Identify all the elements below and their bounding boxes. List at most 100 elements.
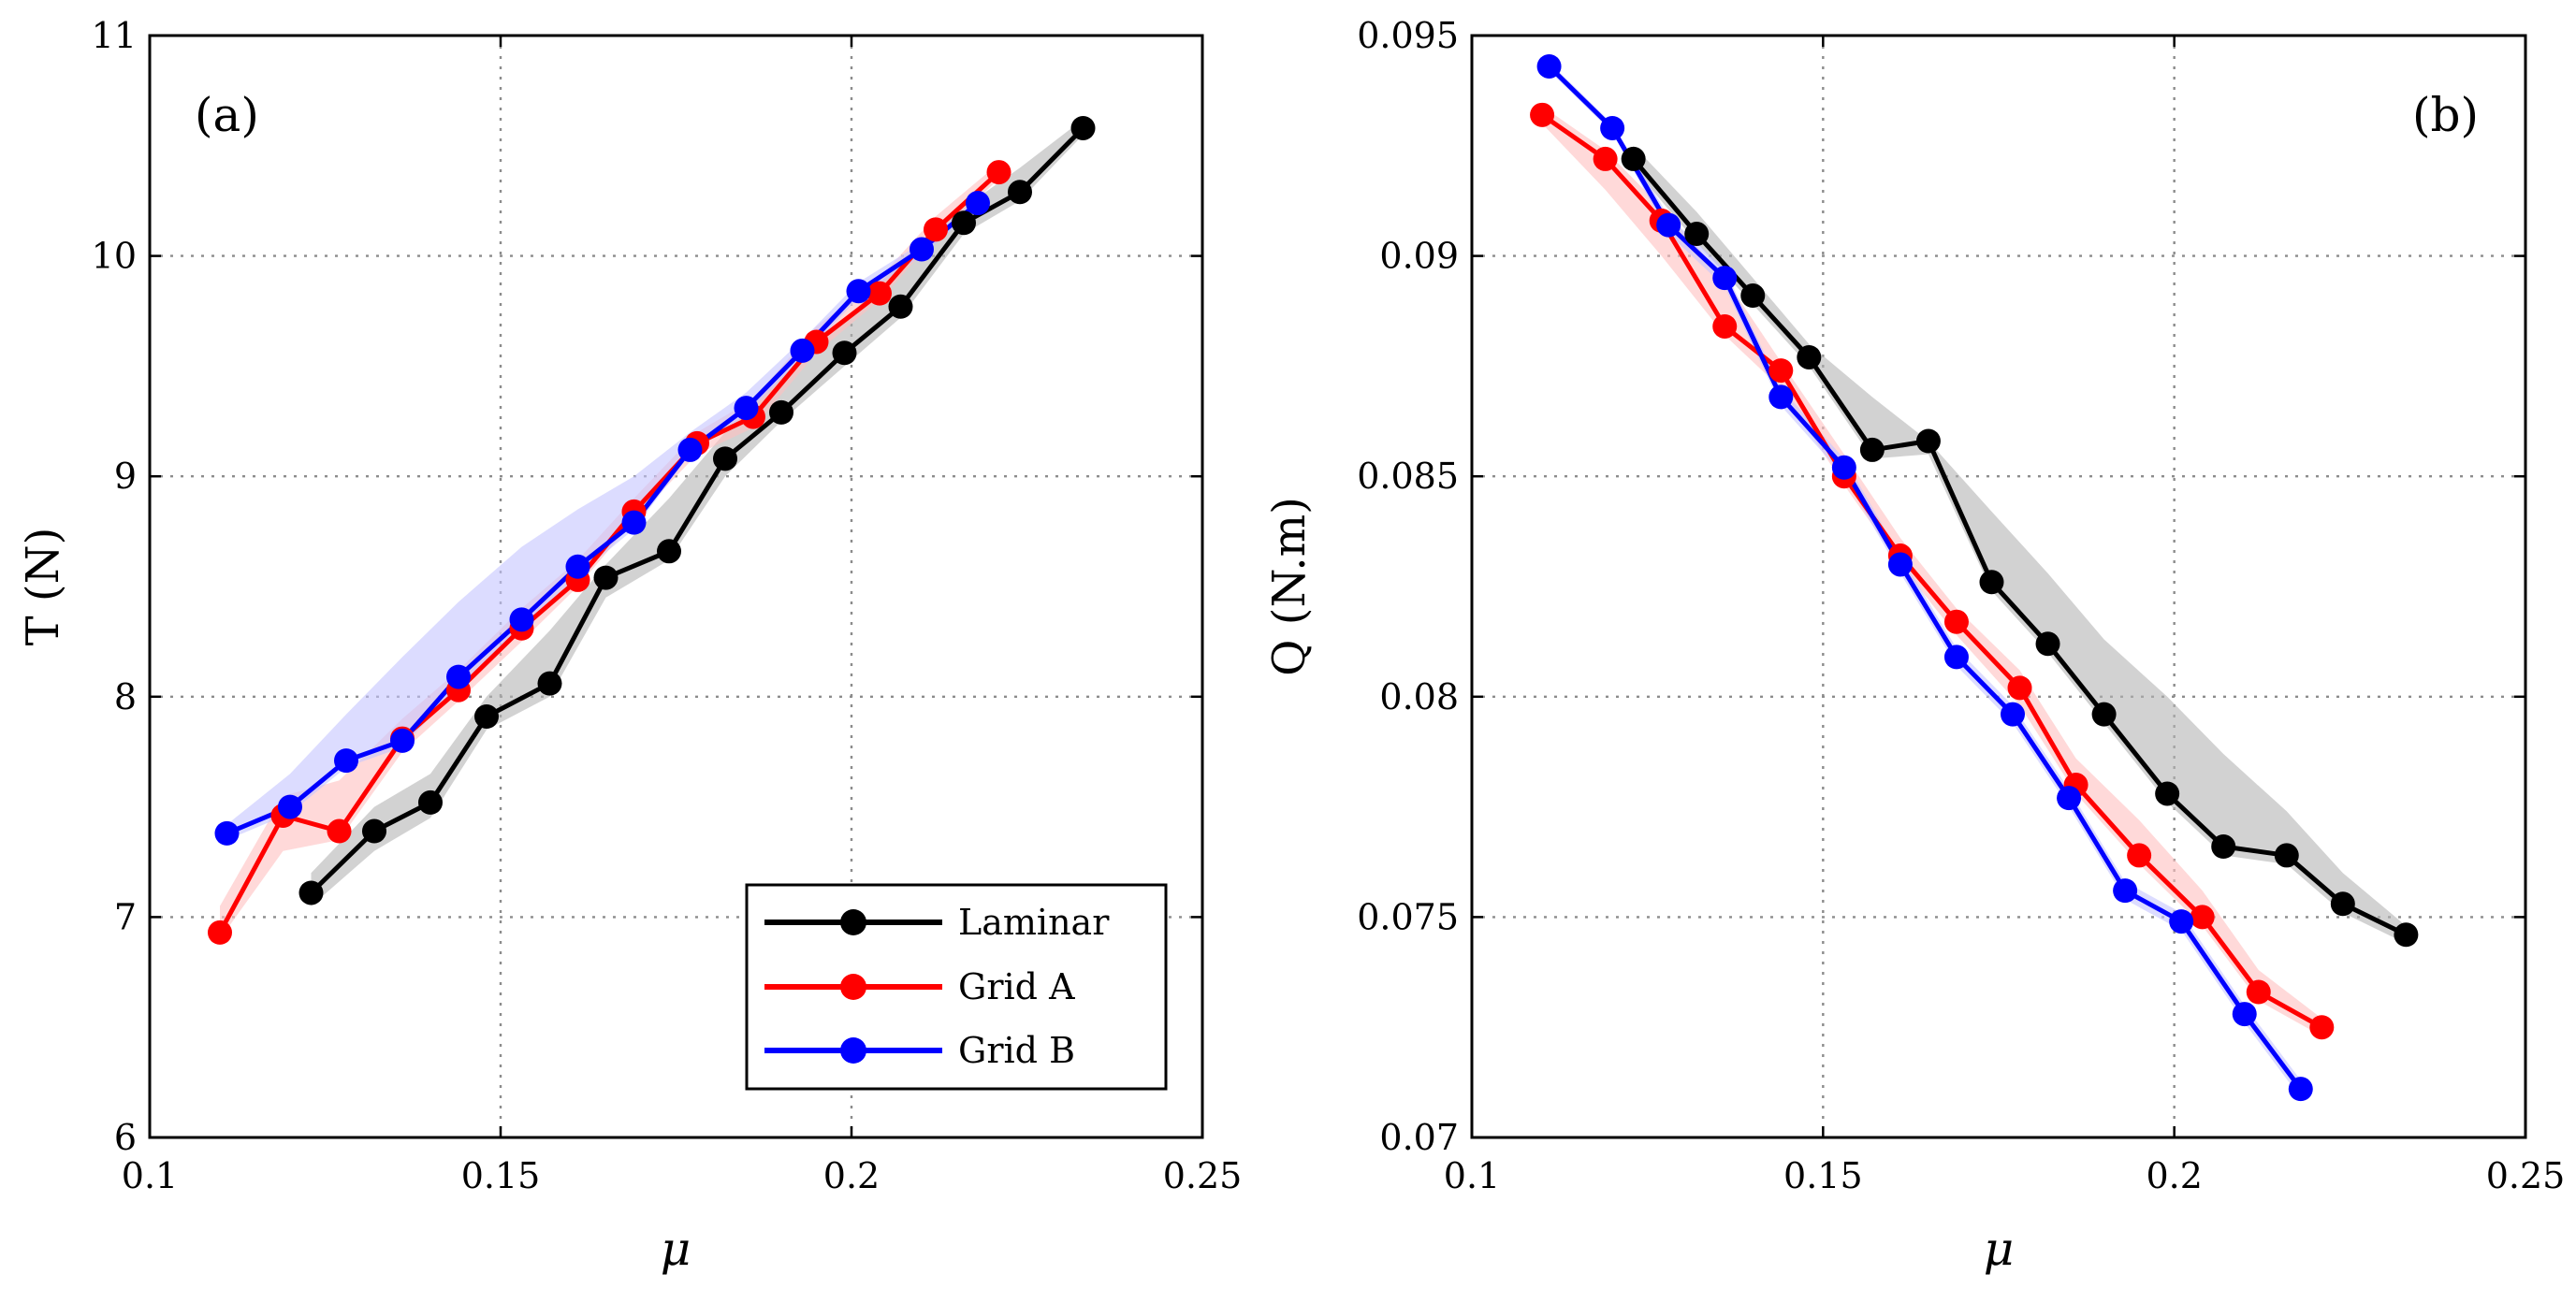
panel-b-point-grid-b	[1712, 266, 1738, 291]
panel-a-point-laminar	[832, 340, 857, 366]
panel-b-axes-box	[1470, 34, 2527, 1139]
panel-a-points	[208, 115, 1096, 945]
panel-b-x-tick-label: 0.15	[1783, 1155, 1863, 1196]
panel-b-point-laminar	[2155, 781, 2180, 806]
panel-b-y-tick-label: 0.07	[1379, 1117, 1459, 1158]
panel-a-y-tick-label: 7	[114, 896, 137, 937]
legend-marker-grid-b	[840, 1037, 866, 1064]
panel-a-y-tick-label: 9	[114, 456, 137, 497]
panel-a-label: (a)	[195, 88, 259, 142]
panel-b-point-grid-b	[1887, 552, 1913, 577]
panel-a-point-laminar	[657, 539, 681, 564]
panel-b-point-grid-a	[2190, 905, 2215, 930]
panel-a-ticks: 0.1 0.15 0.2 0.25 6 7 8 9 10 11	[92, 15, 1243, 1196]
panel-b-grid	[1472, 36, 2525, 1137]
panel-a-point-laminar	[474, 704, 499, 730]
panel-b-point-grid-b	[1831, 455, 1856, 480]
panel-a-point-laminar	[537, 671, 562, 696]
panel-b-point-grid-b	[2001, 702, 2026, 727]
panel-a-thrust-chart: 0.1 0.15 0.2 0.25 6 7 8 9 10 11 (a) μ T (N) Lamin…	[17, 15, 1242, 1276]
panel-a-y-tick-label: 8	[114, 676, 137, 717]
panel-b-point-grid-b	[1768, 384, 1794, 410]
panel-a-point-grid-b	[278, 794, 302, 819]
panel-b-point-grid-b	[2169, 909, 2194, 934]
panel-a-point-laminar	[1008, 180, 1032, 205]
panel-b-y-tick-label: 0.085	[1357, 456, 1459, 497]
panel-b-point-grid-a	[1768, 358, 1794, 384]
legend-label-grid-a: Grid A	[958, 966, 1075, 1007]
panel-b-x-axis-label: μ	[1984, 1222, 2015, 1276]
legend-marker-laminar	[840, 909, 866, 935]
panel-b-y-tick-label: 0.08	[1379, 676, 1459, 717]
panel-a-point-grid-b	[390, 728, 415, 753]
panel-b-point-grid-b	[2232, 1002, 2257, 1027]
panel-b-y-axis-label: Q (N.m)	[1263, 497, 1316, 676]
panel-b-point-grid-b	[2113, 878, 2138, 904]
panel-b-point-grid-a	[1530, 102, 1555, 127]
panel-b-point-laminar	[2091, 702, 2117, 727]
panel-b-point-grid-a	[1593, 146, 1618, 171]
panel-a-point-laminar	[888, 294, 913, 319]
legend-label-grid-b: Grid B	[958, 1030, 1075, 1071]
panel-a-point-laminar	[713, 446, 737, 471]
panel-a-point-grid-b	[565, 554, 590, 579]
panel-b-point-laminar	[2035, 631, 2060, 657]
legend-entry-grid-a: Grid A	[764, 966, 1075, 1007]
panel-a-point-grid-b	[734, 396, 759, 421]
panel-b-y-tick-label: 0.095	[1357, 15, 1459, 56]
panel-a-point-grid-b	[677, 437, 703, 462]
panel-b-points	[1530, 53, 2419, 1102]
panel-b-point-laminar	[1915, 428, 1941, 454]
panel-b-point-laminar	[2394, 922, 2419, 948]
panel-a-point-grid-a	[208, 920, 232, 945]
legend-marker-grid-a	[840, 974, 866, 1000]
panel-b-band-grid-b	[1549, 62, 2301, 1098]
panel-a-point-grid-b	[621, 510, 647, 535]
panel-a-point-laminar	[298, 880, 324, 905]
panel-a-point-grid-a	[327, 818, 352, 844]
panel-a-point-grid-b	[966, 191, 990, 216]
panel-b-point-grid-a	[2309, 1015, 2335, 1040]
panel-a-x-tick-label: 0.25	[1163, 1155, 1243, 1196]
panel-a-point-grid-b	[846, 279, 871, 304]
panel-b-x-tick-label: 0.2	[2146, 1155, 2202, 1196]
panel-b-point-laminar	[1797, 344, 1822, 369]
panel-b-torque-chart: 0.1 0.15 0.2 0.25 0.07 0.075 0.08 0.085 0.09 0.09…	[1263, 15, 2565, 1276]
panel-b-label: (b)	[2412, 88, 2479, 142]
panel-b-series-line-grid-a	[1540, 112, 2323, 1030]
panel-b-point-grid-b	[2057, 786, 2082, 811]
panel-a-y-tick-label: 6	[114, 1117, 137, 1158]
panel-a-point-grid-b	[334, 748, 358, 774]
panel-b-point-grid-b	[1536, 53, 1562, 79]
panel-a-point-grid-b	[910, 237, 934, 262]
panel-a-point-laminar	[952, 210, 976, 236]
panel-b-point-grid-b	[1656, 212, 1681, 238]
panel-a-y-tick-label: 11	[92, 15, 137, 56]
panel-a-x-tick-label: 0.15	[461, 1155, 541, 1196]
panel-b-point-laminar	[1684, 222, 1710, 247]
panel-b-point-laminar	[1859, 437, 1885, 462]
panel-a-point-grid-a	[867, 281, 892, 306]
panel-b-point-grid-b	[2288, 1077, 2313, 1102]
panel-b-point-grid-b	[1943, 644, 1969, 670]
panel-a-axes-box	[148, 34, 1204, 1139]
panel-a-x-tick-label: 0.2	[823, 1155, 880, 1196]
panel-a-x-axis-label: μ	[661, 1222, 691, 1276]
legend-entry-laminar: Laminar	[764, 902, 1110, 943]
panel-b-ticks: 0.1 0.15 0.2 0.25 0.07 0.075 0.08 0.085 0.09 0.09…	[1357, 15, 2565, 1196]
panel-b-point-grid-a	[2127, 843, 2152, 868]
panel-a-point-grid-b	[509, 607, 534, 632]
panel-b-y-tick-label: 0.09	[1379, 236, 1459, 277]
panel-b-point-laminar	[1621, 146, 1646, 171]
panel-a-point-laminar	[418, 789, 443, 815]
panel-b-y-tick-label: 0.075	[1357, 896, 1459, 937]
panel-a-point-grid-b	[790, 338, 815, 363]
panel-b-point-grid-a	[2007, 675, 2032, 701]
panel-a-point-laminar	[769, 399, 793, 425]
panel-a-point-laminar	[593, 565, 619, 590]
panel-b-band-laminar	[1633, 145, 2407, 944]
panel-a-point-laminar	[362, 818, 386, 844]
panel-a-band-grid-b	[226, 198, 978, 840]
panel-b-x-tick-label: 0.1	[1444, 1155, 1500, 1196]
